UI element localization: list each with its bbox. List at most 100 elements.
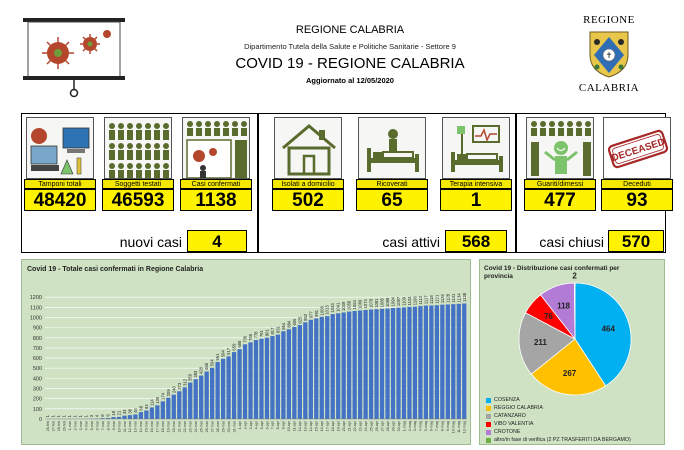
bar xyxy=(462,303,467,419)
deceased-stamp-icon: DECEASED xyxy=(603,117,671,179)
data-label: 1138 xyxy=(462,292,467,302)
bar xyxy=(456,303,461,419)
svg-text:✝: ✝ xyxy=(606,51,613,60)
legend-entry: REGGIO CALABRIA xyxy=(486,404,662,412)
bar xyxy=(248,342,253,419)
x-tick-label: 3-apr xyxy=(249,420,253,429)
x-tick-label: 18-apr xyxy=(331,420,335,431)
bar xyxy=(204,371,209,419)
recovered-icon xyxy=(526,117,594,179)
bar xyxy=(352,310,357,419)
data-label: 1097 xyxy=(396,296,401,306)
y-tick-label: 400 xyxy=(33,376,42,382)
data-label: 1088 xyxy=(385,297,390,307)
tile-value: 1 xyxy=(440,189,512,211)
data-label: 1 xyxy=(78,414,83,417)
x-tick-label: 10-mag xyxy=(452,421,456,433)
data-label: 428 xyxy=(199,366,204,374)
y-tick-label: 900 xyxy=(33,326,42,332)
y-tick-label: 1100 xyxy=(30,305,42,311)
bar xyxy=(270,336,275,419)
y-tick-label: 1200 xyxy=(30,295,42,301)
data-label: 45 xyxy=(133,408,138,413)
x-tick-label: 13-mar xyxy=(134,420,138,432)
bar xyxy=(122,415,127,419)
x-tick-label: 1-apr xyxy=(238,420,242,429)
x-tick-label: 5-mar xyxy=(90,420,94,430)
data-label: 68 xyxy=(138,405,143,410)
x-tick-label: 4-mar xyxy=(84,420,88,430)
legend-swatch xyxy=(486,413,491,419)
tile-soggetti: Soggetti testati 46593 xyxy=(102,117,174,211)
x-tick-label: 10-apr xyxy=(287,420,291,431)
tile-casi-confermati: Casi confermati 1138 xyxy=(180,117,252,211)
data-label: 952 xyxy=(303,313,308,321)
x-tick-label: 1-mag xyxy=(402,421,406,431)
data-label: 1 xyxy=(45,414,50,417)
data-label: 594 xyxy=(221,350,226,358)
x-tick-label: 11-mar xyxy=(123,420,127,432)
x-tick-label: 1-mar xyxy=(68,420,72,430)
data-label: 778 xyxy=(254,331,259,339)
legend-swatch xyxy=(486,405,491,411)
bar xyxy=(259,338,264,419)
bar xyxy=(325,316,330,419)
bar xyxy=(341,312,346,419)
data-label: 312 xyxy=(182,378,187,386)
data-label: 801 xyxy=(264,329,269,337)
bar xyxy=(429,305,434,419)
bar xyxy=(412,306,418,419)
bar xyxy=(319,316,324,419)
data-label: 1126 xyxy=(440,293,445,303)
x-tick-label: 12-mag xyxy=(463,421,467,433)
tile-isolati: Isolati a domicilio 502 xyxy=(272,117,344,211)
bar xyxy=(308,319,313,419)
virus-people-icon xyxy=(182,117,250,179)
data-label: 359 xyxy=(188,373,193,381)
data-label: 1006 xyxy=(319,305,324,315)
summary-chiusi-label: casi chiusi xyxy=(539,234,604,250)
x-tick-label: 8-mar xyxy=(106,420,110,430)
x-tick-label: 19-mar xyxy=(167,420,171,432)
data-label: 4 xyxy=(95,414,100,417)
x-tick-label: 21-apr xyxy=(347,420,351,431)
summary-nuovi-label: nuovi casi xyxy=(119,234,182,250)
tile-label: Deceduti xyxy=(601,179,673,189)
legend-label: CROTONE xyxy=(494,429,521,435)
bar xyxy=(418,306,423,419)
pie-data-label: 2 xyxy=(572,272,577,281)
data-label: 1134 xyxy=(456,293,461,303)
page-title: COVID 19 - REGIONE CALABRIA xyxy=(235,55,465,72)
y-tick-label: 1000 xyxy=(30,315,42,321)
x-tick-label: 21-mar xyxy=(178,420,182,432)
bar xyxy=(166,397,171,419)
bar xyxy=(215,362,220,419)
x-tick-label: 3-mar xyxy=(79,420,83,430)
summary-attivi-value: 568 xyxy=(445,230,507,252)
bar xyxy=(297,325,302,419)
x-tick-label: 20-apr xyxy=(342,420,346,431)
bar xyxy=(303,322,308,419)
data-label: 393 xyxy=(193,370,198,378)
data-label: 617 xyxy=(226,347,231,355)
x-tick-label: 26-apr xyxy=(375,420,379,431)
data-label: 1118 xyxy=(429,295,434,304)
data-label: 1078 xyxy=(369,298,374,308)
x-tick-label: 14-apr xyxy=(309,420,313,431)
bar xyxy=(220,358,226,419)
data-label: 1081 xyxy=(374,298,379,308)
data-label: 991 xyxy=(314,309,319,317)
x-tick-label: 26-feb xyxy=(46,421,50,431)
x-tick-label: 4-mag xyxy=(419,421,423,431)
x-tick-label: 23-apr xyxy=(358,420,362,431)
tile-value: 1138 xyxy=(180,189,252,211)
pie-legend: COSENZA REGGIO CALABRIA CATANZARO VIBO VALE… xyxy=(486,396,662,444)
bar xyxy=(368,309,374,419)
bar xyxy=(144,410,149,419)
x-tick-label: 30-mar xyxy=(227,420,231,432)
summary-nuovi-value: 4 xyxy=(187,230,247,252)
x-tick-label: 12-apr xyxy=(298,420,302,431)
tile-guariti: Guariti/dimessi 477 xyxy=(524,117,596,211)
legend-label: altro/in fase di verifica (2 PZ TRASFERI… xyxy=(494,437,631,443)
x-tick-label: 20-mar xyxy=(172,420,176,432)
